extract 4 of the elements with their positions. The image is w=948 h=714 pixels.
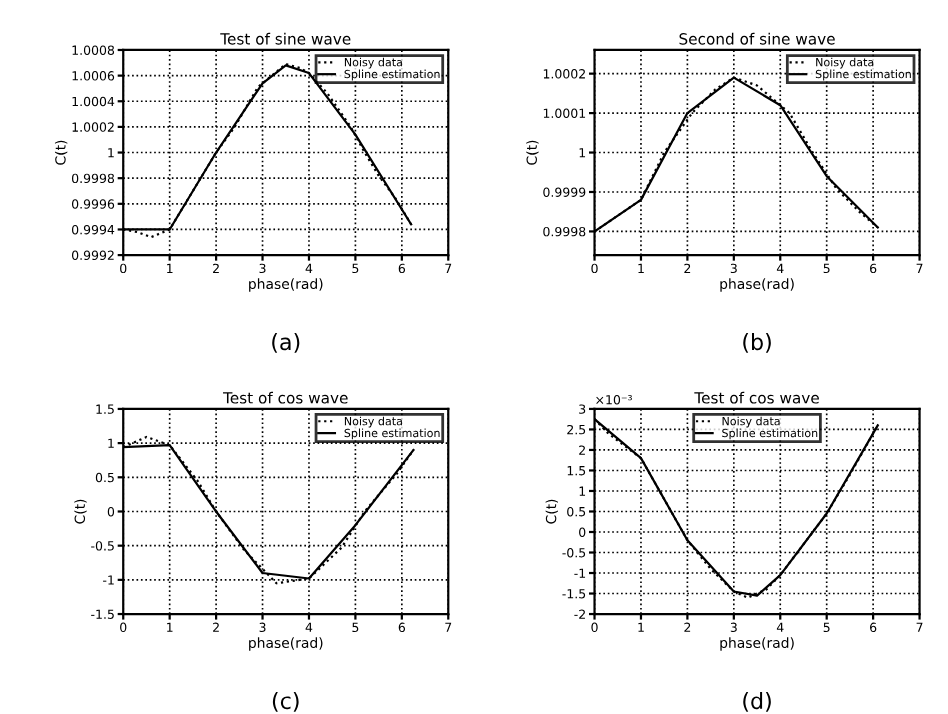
- text: (c): [272, 692, 299, 712]
- text: (a): [272, 333, 300, 353]
- text: (b): [743, 333, 771, 353]
- text: (d): [743, 691, 771, 712]
